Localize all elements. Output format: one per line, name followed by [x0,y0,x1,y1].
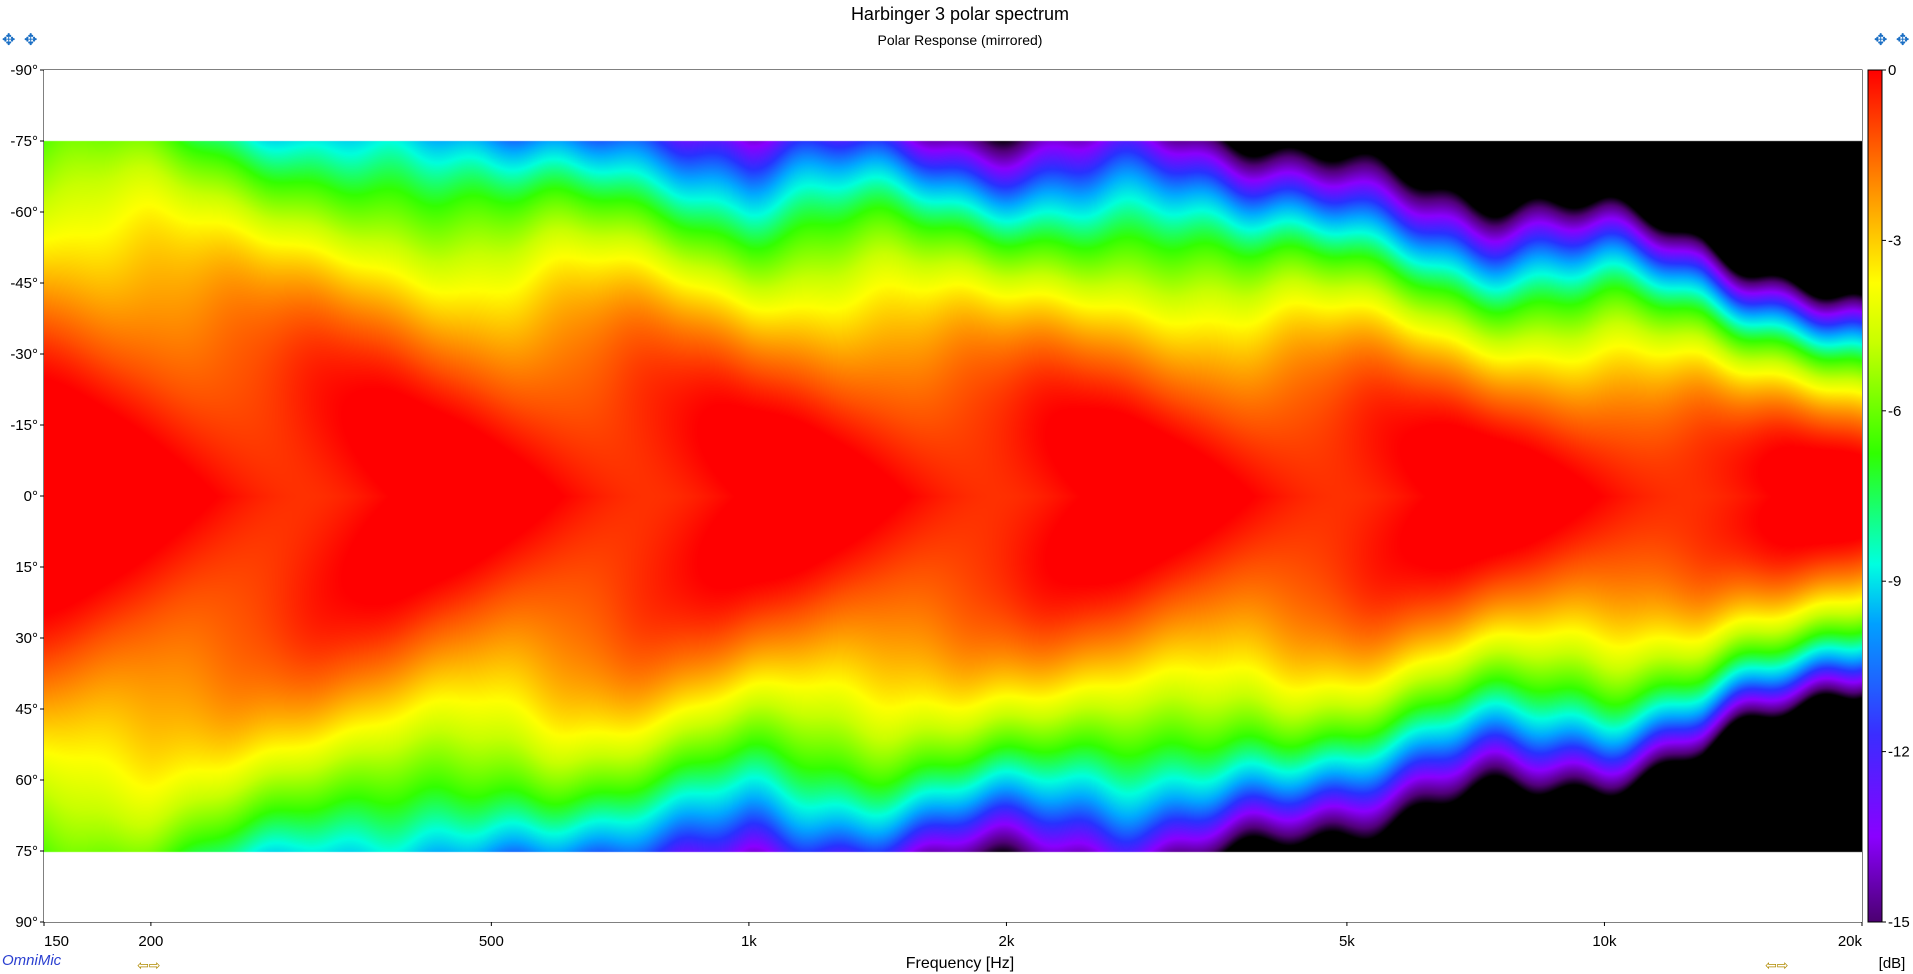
y-tick-label: -30° [10,346,38,363]
x-tick-label: 2k [999,933,1015,950]
y-tick-label: 15° [15,559,38,576]
y-tick-label: -45° [10,275,38,292]
y-tick-label: -60° [10,204,38,221]
y-tick-label: -15° [10,417,38,434]
x-tick-label: 10k [1592,933,1617,950]
y-axis: -90° -75° -60° -45° -30° -15° 0° 15° 30° 45° 60° 75… [10,62,44,931]
x-tick-label: 200 [138,933,163,950]
chart-subtitle: Polar Response (mirrored) [878,32,1043,48]
x-axis-label: Frequency [Hz] [906,955,1014,972]
x-tick-label: 500 [479,933,504,950]
x-scroll-left-icon[interactable]: ⇦⇨ [137,958,161,974]
x-tick-label: 20k [1838,933,1863,950]
colorbar [1867,69,1883,923]
colorbar-tick-label: -3 [1888,232,1901,249]
colorbar-tick-label: -6 [1888,403,1901,420]
y-tick-label: 45° [15,701,38,718]
heatmap-image [44,70,1862,922]
scale-down-icon[interactable]: ✥ [1896,30,1910,49]
x-scroll-right-icon[interactable]: ⇦⇨ [1765,958,1789,974]
heatmap-layer [44,70,1862,922]
x-axis: 150 200 500 1k 2k 5k 10k 20k [43,922,1863,950]
x-tick-label: 1k [741,933,757,950]
omnimic-logo: OmniMic [2,952,62,969]
y-tick-label: 30° [15,630,38,647]
y-tick-label: 75° [15,843,38,860]
y-tick-label: 60° [15,772,38,789]
pan-left-icon[interactable]: ✥ [2,30,16,49]
x-tick-label: 150 [44,933,69,950]
colorbar-tick-label: 0 [1888,62,1896,79]
colorbar-ticks: 0 -3 -6 -9 -12 -15 [1882,62,1910,931]
colorbar-unit-label: [dB] [1879,955,1906,972]
chart-title: Harbinger 3 polar spectrum [851,4,1069,24]
colorbar-tick-label: -15 [1888,914,1910,931]
y-tick-label: 0° [24,488,38,505]
y-tick-label: -75° [10,133,38,150]
x-tick-label: 5k [1339,933,1355,950]
y-tick-label: -90° [10,62,38,79]
colorbar-tick-label: -12 [1888,744,1910,761]
pan-right-icon[interactable]: ✥ [24,30,38,49]
colorbar-tick-label: -9 [1888,573,1901,590]
y-tick-label: 90° [15,914,38,931]
scale-up-icon[interactable]: ✥ [1874,30,1888,49]
